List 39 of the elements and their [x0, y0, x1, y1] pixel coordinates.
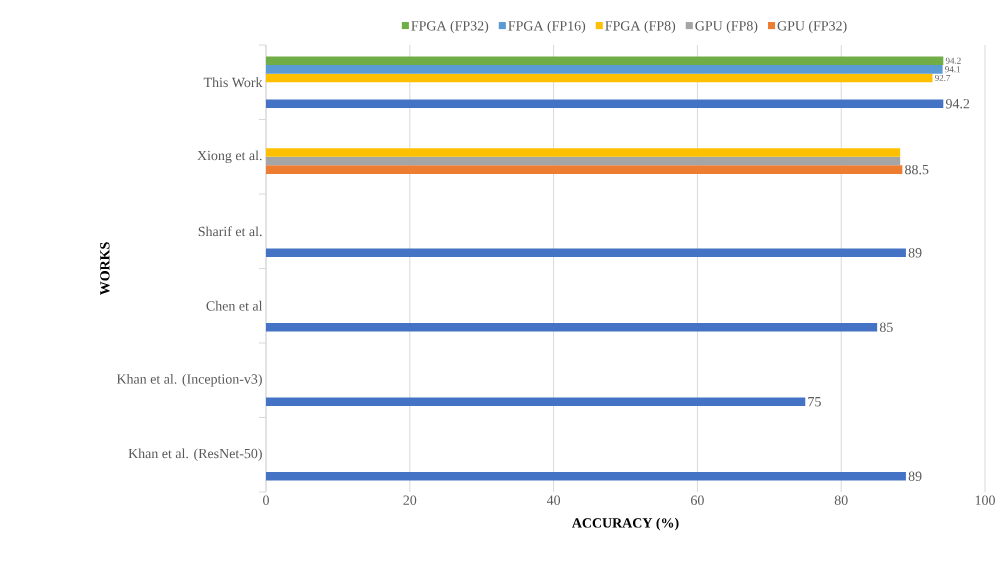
y-tick-label: Khan et al. (Inception-v3)	[116, 373, 262, 387]
x-tick-label: 20	[403, 495, 417, 505]
data-label: 85	[879, 322, 893, 332]
x-tick-label: 100	[975, 495, 995, 505]
bar	[266, 322, 878, 332]
data-label: 94.1	[945, 66, 960, 73]
x-axis-title: ACCURACY (%)	[571, 517, 679, 531]
x-tick-label: 40	[546, 495, 561, 505]
bar	[266, 471, 906, 481]
bar	[266, 99, 944, 109]
legend-label: FPGA (FP32)	[411, 20, 489, 34]
data-label: 89	[908, 471, 922, 481]
data-label: 92.7	[935, 74, 951, 81]
x-tick-label: 60	[691, 495, 704, 505]
data-label: 89	[908, 248, 922, 258]
legend-label: GPU (FP32)	[777, 20, 847, 34]
bar	[266, 156, 901, 166]
data-label: 88.5	[905, 164, 929, 175]
bar	[266, 165, 903, 174]
bar	[266, 148, 901, 157]
y-tick-label: Sharif et al.	[198, 226, 262, 237]
legend-label: FPGA (FP16)	[508, 20, 586, 34]
bar	[266, 248, 906, 258]
bar	[266, 397, 806, 407]
data-label: 94.2	[945, 57, 961, 64]
bar	[266, 56, 944, 66]
y-tick-label: This Work	[203, 77, 263, 88]
y-tick-label: Chen et al	[206, 300, 263, 311]
bar	[266, 73, 933, 83]
legend-label: FPGA (FP8)	[605, 20, 676, 34]
legend-label: GPU (FP8)	[695, 20, 758, 34]
data-label: 94.2	[945, 99, 970, 109]
y-tick-label: Khan et al. (ResNet-50)	[128, 448, 262, 462]
bar	[266, 65, 943, 74]
x-tick-label: 80	[834, 495, 848, 505]
y-axis-title: WORKS	[100, 242, 110, 296]
data-label: 75	[808, 397, 821, 407]
y-tick-label: Xiong et al.	[197, 150, 262, 164]
x-tick-label: 0	[263, 495, 269, 505]
